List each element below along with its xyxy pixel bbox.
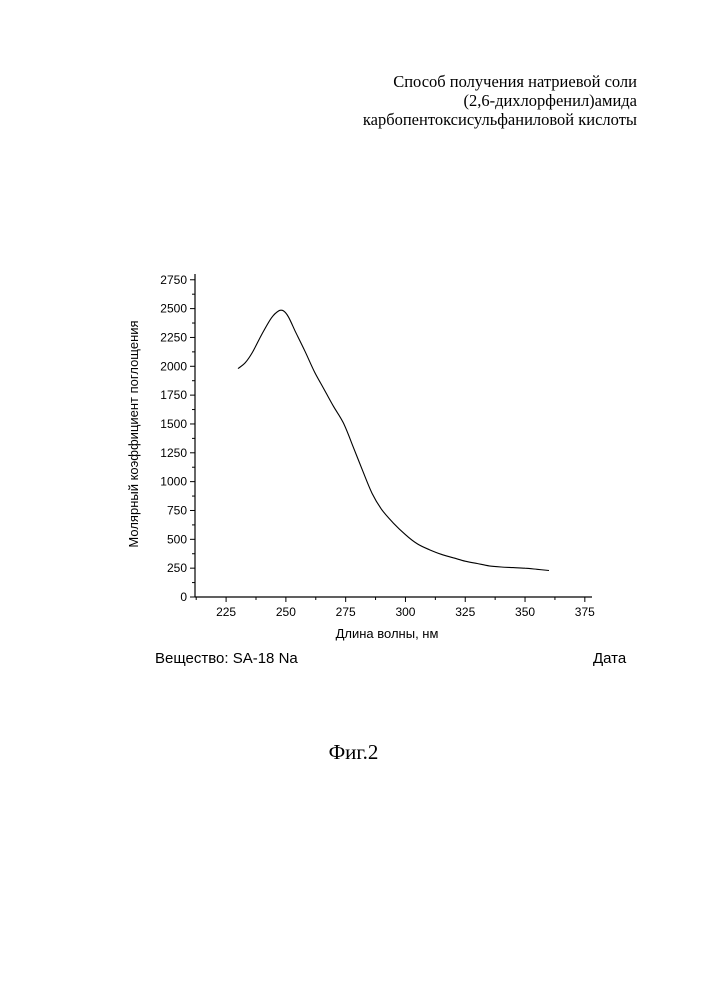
y-tick-label: 750 [167,503,187,517]
y-tick-label: 1750 [160,388,187,402]
absorption-curve [238,310,549,570]
y-tick-label: 250 [167,561,187,575]
substance-label: Вещество: SA-18 Na [155,650,298,667]
x-tick-label: 375 [575,605,595,619]
x-tick-label: 350 [515,605,535,619]
y-axis-label: Молярный коэффициент поглощения [126,320,141,547]
y-tick-label: 500 [167,532,187,546]
x-tick-label: 275 [336,605,356,619]
y-tick-label: 1000 [160,475,187,489]
y-axis-ticks: 0 250 500 750 1000 1250 1500 1750 2000 2250 2500 27… [160,273,195,604]
y-tick-label: 2250 [160,330,187,344]
y-tick-label: 0 [180,590,187,604]
y-tick-label: 2500 [160,302,187,316]
x-tick-label: 325 [455,605,475,619]
x-tick-label: 300 [395,605,415,619]
x-tick-label: 250 [276,605,296,619]
y-tick-label: 2000 [160,359,187,373]
y-tick-label: 1500 [160,417,187,431]
x-axis-label: Длина волны, нм [336,626,439,641]
figure-caption: Фиг.2 [0,740,707,765]
chart-series [238,310,549,570]
y-tick-label: 2750 [160,273,187,287]
y-tick-label: 1250 [160,446,187,460]
x-axis-ticks: 225 250 275 300 325 350 375 [196,597,595,619]
date-label: Дата [593,650,626,667]
chart-axes [195,274,592,597]
x-tick-label: 225 [216,605,236,619]
